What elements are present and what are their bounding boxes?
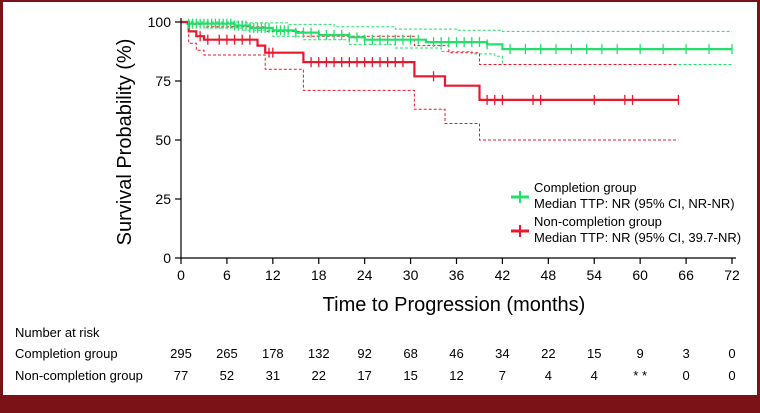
risk-count: 4 [591,368,598,383]
risk-count: 178 [262,346,284,361]
risk-count: 31 [266,368,280,383]
survival-curves [181,20,732,101]
censor-marks [188,18,733,105]
risk-count: 15 [403,368,417,383]
confidence-intervals [181,21,732,141]
y-tick-label: 0 [163,250,171,266]
x-tick-label: 24 [357,267,373,283]
risk-count: 17 [357,368,371,383]
non-completion-legend-median: Median TTP: NR (95% CI, 39.7-NR) [534,230,741,245]
x-tick-label: 12 [265,267,281,283]
risk-count: 7 [499,368,506,383]
risk-count: 0 [728,346,735,361]
risk-row-label: Non-completion group [15,368,143,383]
risk-count: 46 [449,346,463,361]
risk-count: 22 [312,368,326,383]
risk-count: 34 [495,346,509,361]
risk-count: 4 [545,368,552,383]
x-tick-label: 54 [586,267,602,283]
risk-count: 52 [220,368,234,383]
y-tick-label: 25 [155,191,171,207]
risk-table: Number at risk Completion group 295 265 178… [15,325,736,383]
y-tick-label: 50 [155,132,171,148]
risk-count: 92 [357,346,371,361]
x-tick-label: 48 [541,267,557,283]
risk-count: 12 [449,368,463,383]
x-tick-label: 6 [223,267,231,283]
risk-row-label: Completion group [15,346,118,361]
risk-count: 15 [587,346,601,361]
risk-count: 22 [541,346,555,361]
risk-count: 3 [682,346,689,361]
x-tick-label: 0 [177,267,185,283]
completion-legend-name: Completion group [534,180,637,195]
completion-ci-upper [181,21,732,32]
non-completion-legend-name: Non-completion group [534,214,662,229]
bottom-band [3,395,760,413]
risk-count: 0 [728,368,735,383]
non-completion-survival-curve [181,20,679,101]
completion-legend-median: Median TTP: NR (95% CI, NR-NR) [534,196,735,211]
risk-count: 0 [682,368,689,383]
completion-ci-lower [181,21,732,65]
x-tick-label: 42 [495,267,511,283]
axes: 0 25 50 75 100 0 6 12 18 24 30 36 42 48 54 60 66 72 [148,14,740,283]
y-axis-label: Survival Probability (%) [114,39,136,246]
risk-count: 68 [403,346,417,361]
non-completion-ci-lower [181,21,679,141]
risk-count: 132 [308,346,330,361]
x-tick-label: 36 [449,267,465,283]
risk-count: 295 [170,346,192,361]
risk-count: 9 [637,346,644,361]
x-tick-label: 30 [403,267,419,283]
y-tick-label: 75 [155,73,171,89]
risk-count: 77 [174,368,188,383]
x-axis-label: Time to Progression (months) [323,294,586,316]
x-tick-label: 72 [724,267,740,283]
risk-table-title: Number at risk [15,325,100,340]
x-tick-label: 66 [678,267,694,283]
risk-count: 265 [216,346,238,361]
risk-count: * * [633,368,647,383]
y-tick-label: 100 [148,14,172,30]
x-tick-label: 60 [632,267,648,283]
x-tick-label: 18 [311,267,327,283]
